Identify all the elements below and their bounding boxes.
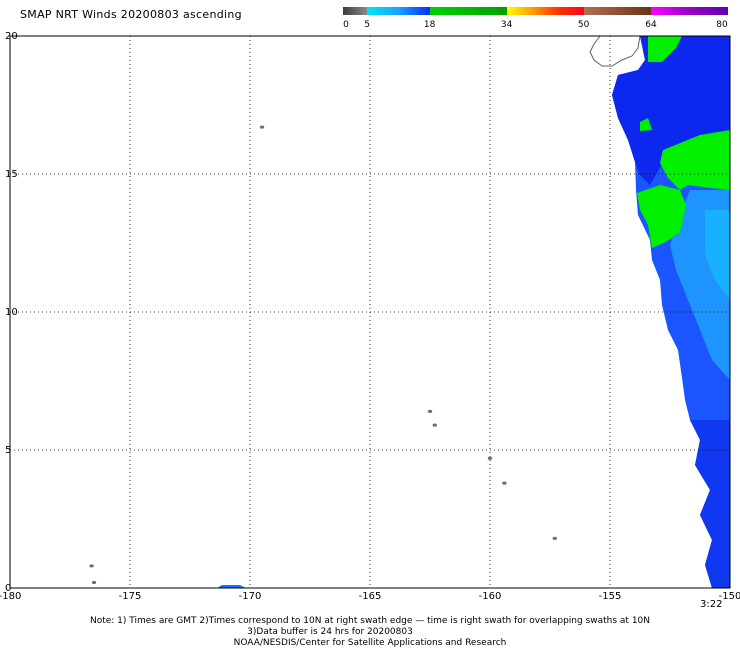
colorbar-label: 64 — [645, 20, 657, 30]
map-title: SMAP NRT Winds 20200803 ascending — [20, 8, 242, 21]
lon-tick-label: -175 — [119, 591, 142, 602]
note-line-1: Note: 1) Times are GMT 2)Times correspon… — [89, 616, 651, 626]
note-line-2: 3)Data buffer is 24 hrs for 20200803 — [247, 627, 413, 637]
swath-green-region — [648, 36, 682, 62]
swath-green-region — [637, 185, 686, 248]
colorbar-segment — [506, 7, 584, 15]
swath-blue-patch — [217, 585, 246, 588]
island-mark — [552, 536, 557, 540]
colorbar-label: 18 — [423, 20, 436, 30]
lon-tick-label: -170 — [239, 591, 262, 602]
islands — [89, 125, 557, 585]
lon-tick-label: -165 — [359, 591, 382, 602]
axis-tick-labels: -180 -175 -170 -165 -160 -155 -150 0 5 10 15 20 — [0, 31, 740, 602]
island-mark — [502, 481, 507, 485]
colorbar-label: 34 — [500, 20, 513, 30]
lat-tick-label: 15 — [5, 169, 18, 180]
swath-green-region — [640, 118, 652, 131]
lon-tick-label: -160 — [479, 591, 502, 602]
colorbar-label: 5 — [364, 20, 370, 30]
colorbar-label: 50 — [577, 20, 590, 30]
lat-tick-label: 0 — [5, 583, 11, 594]
colorbar-segment — [583, 7, 651, 15]
swath-dark-blue-region — [612, 36, 730, 185]
colorbar-segment — [429, 7, 507, 15]
colorbar-segment — [367, 7, 430, 15]
island-mark — [91, 580, 97, 585]
lat-tick-label: 10 — [5, 307, 18, 318]
island-mark — [259, 125, 265, 129]
swath-green-region — [660, 130, 730, 190]
colorbar-segment — [343, 7, 368, 15]
wind-swath — [217, 36, 730, 588]
island-mark — [89, 564, 94, 568]
island-mark — [432, 423, 437, 427]
lon-tick-label: -180 — [0, 591, 21, 602]
note-line-3: NOAA/NESDIS/Center for Satellite Applica… — [233, 638, 507, 648]
colorbar-label: 80 — [716, 20, 728, 30]
lon-tick-label: -150 — [719, 591, 740, 602]
swath-dark-blue-region — [690, 420, 730, 588]
plot-frame — [9, 35, 731, 589]
time-label: 3:22 — [700, 599, 723, 610]
colorbar-segment — [651, 7, 728, 15]
lon-tick-label: -155 — [599, 591, 622, 602]
hawaii-landmass — [589, 35, 641, 67]
island-mark — [427, 409, 433, 413]
colorbar-label: 0 — [343, 20, 349, 30]
wind-speed-colorbar — [343, 7, 728, 15]
lat-tick-label: 5 — [5, 445, 11, 456]
lat-tick-label: 20 — [5, 31, 18, 42]
swath-light-blue-region — [705, 210, 730, 300]
island-mark — [487, 456, 493, 460]
